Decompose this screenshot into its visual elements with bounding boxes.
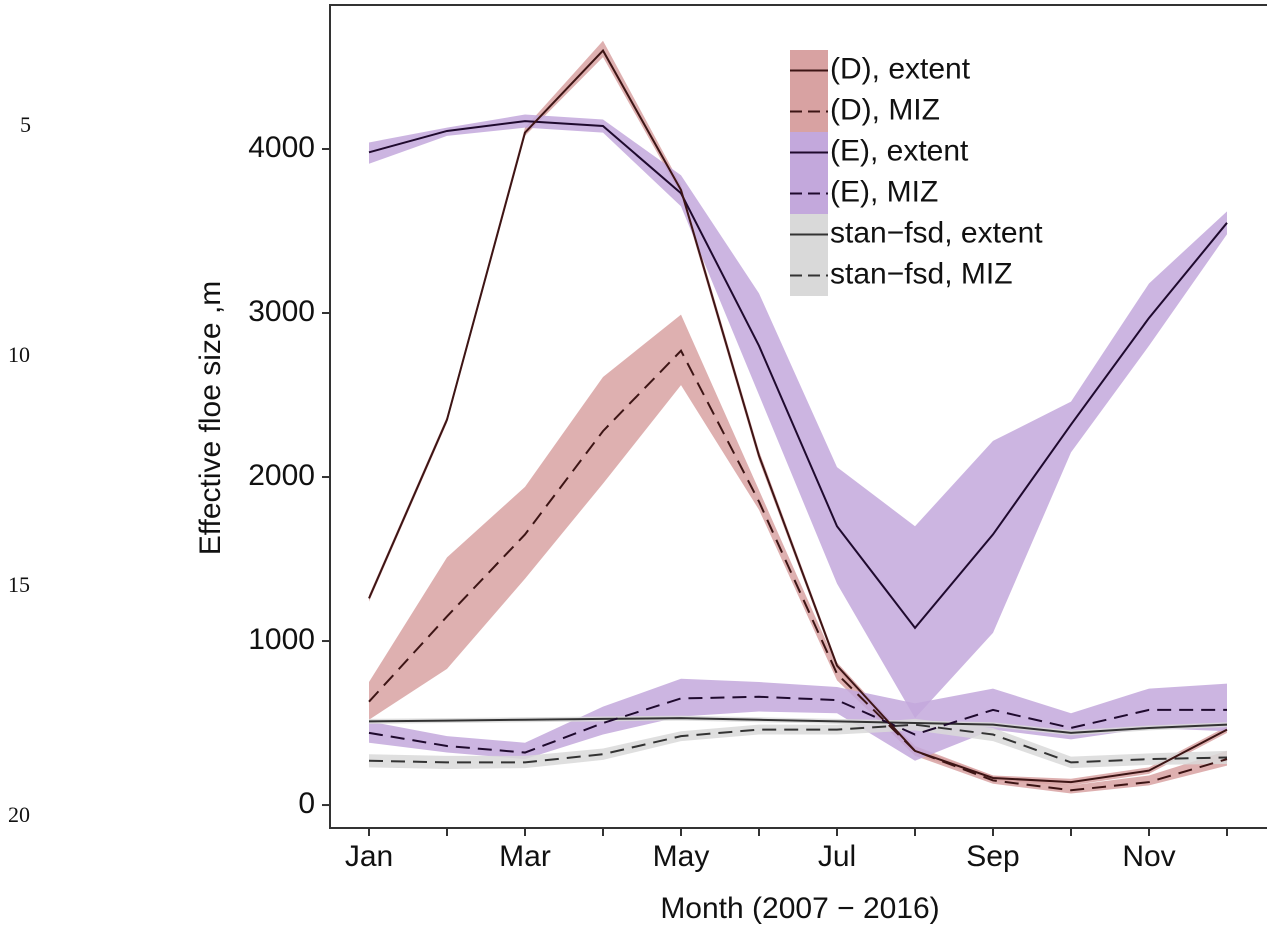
y-axis-label: Effective floe size ,m [194, 281, 227, 556]
x-tick-label: Mar [499, 840, 551, 873]
y-tick-label: 0 [298, 787, 315, 820]
x-tick-label: Nov [1122, 840, 1175, 873]
x-tick-label: May [653, 840, 710, 873]
y-tick-label: 4000 [248, 131, 315, 164]
series-line [368, 723, 1228, 764]
confidence-band [369, 715, 1227, 736]
legend-label: (D), MIZ [830, 93, 940, 126]
x-tick-label: Sep [966, 840, 1019, 873]
legend-label: (E), MIZ [830, 175, 938, 208]
line-number: 5 [20, 112, 31, 137]
x-tick-label: Jan [345, 840, 393, 873]
y-tick-label: 2000 [248, 459, 315, 492]
series-line [368, 48, 1228, 784]
line-number: 15 [8, 572, 30, 597]
legend-label: (D), extent [830, 52, 971, 85]
confidence-band [369, 114, 1227, 719]
y-tick-label: 3000 [248, 295, 315, 328]
plot-frame [329, 4, 1267, 829]
plot-area [368, 40, 1228, 794]
series-line [368, 695, 1227, 754]
y-tick-label: 1000 [248, 623, 315, 656]
series-line [368, 717, 1228, 734]
line-number: 10 [8, 342, 30, 367]
confidence-band [369, 314, 1227, 794]
x-axis-label: Month (2007 − 2016) [660, 892, 939, 925]
legend-label: stan−fsd, extent [830, 216, 1043, 249]
line-number: 20 [8, 802, 30, 827]
series-line [368, 120, 1228, 630]
confidence-band [369, 678, 1227, 761]
legend-label: stan−fsd, MIZ [830, 257, 1013, 290]
legend-label: (E), extent [830, 134, 969, 167]
x-tick-label: Jul [818, 840, 856, 873]
confidence-band [369, 718, 1227, 769]
series-line [368, 349, 1228, 792]
